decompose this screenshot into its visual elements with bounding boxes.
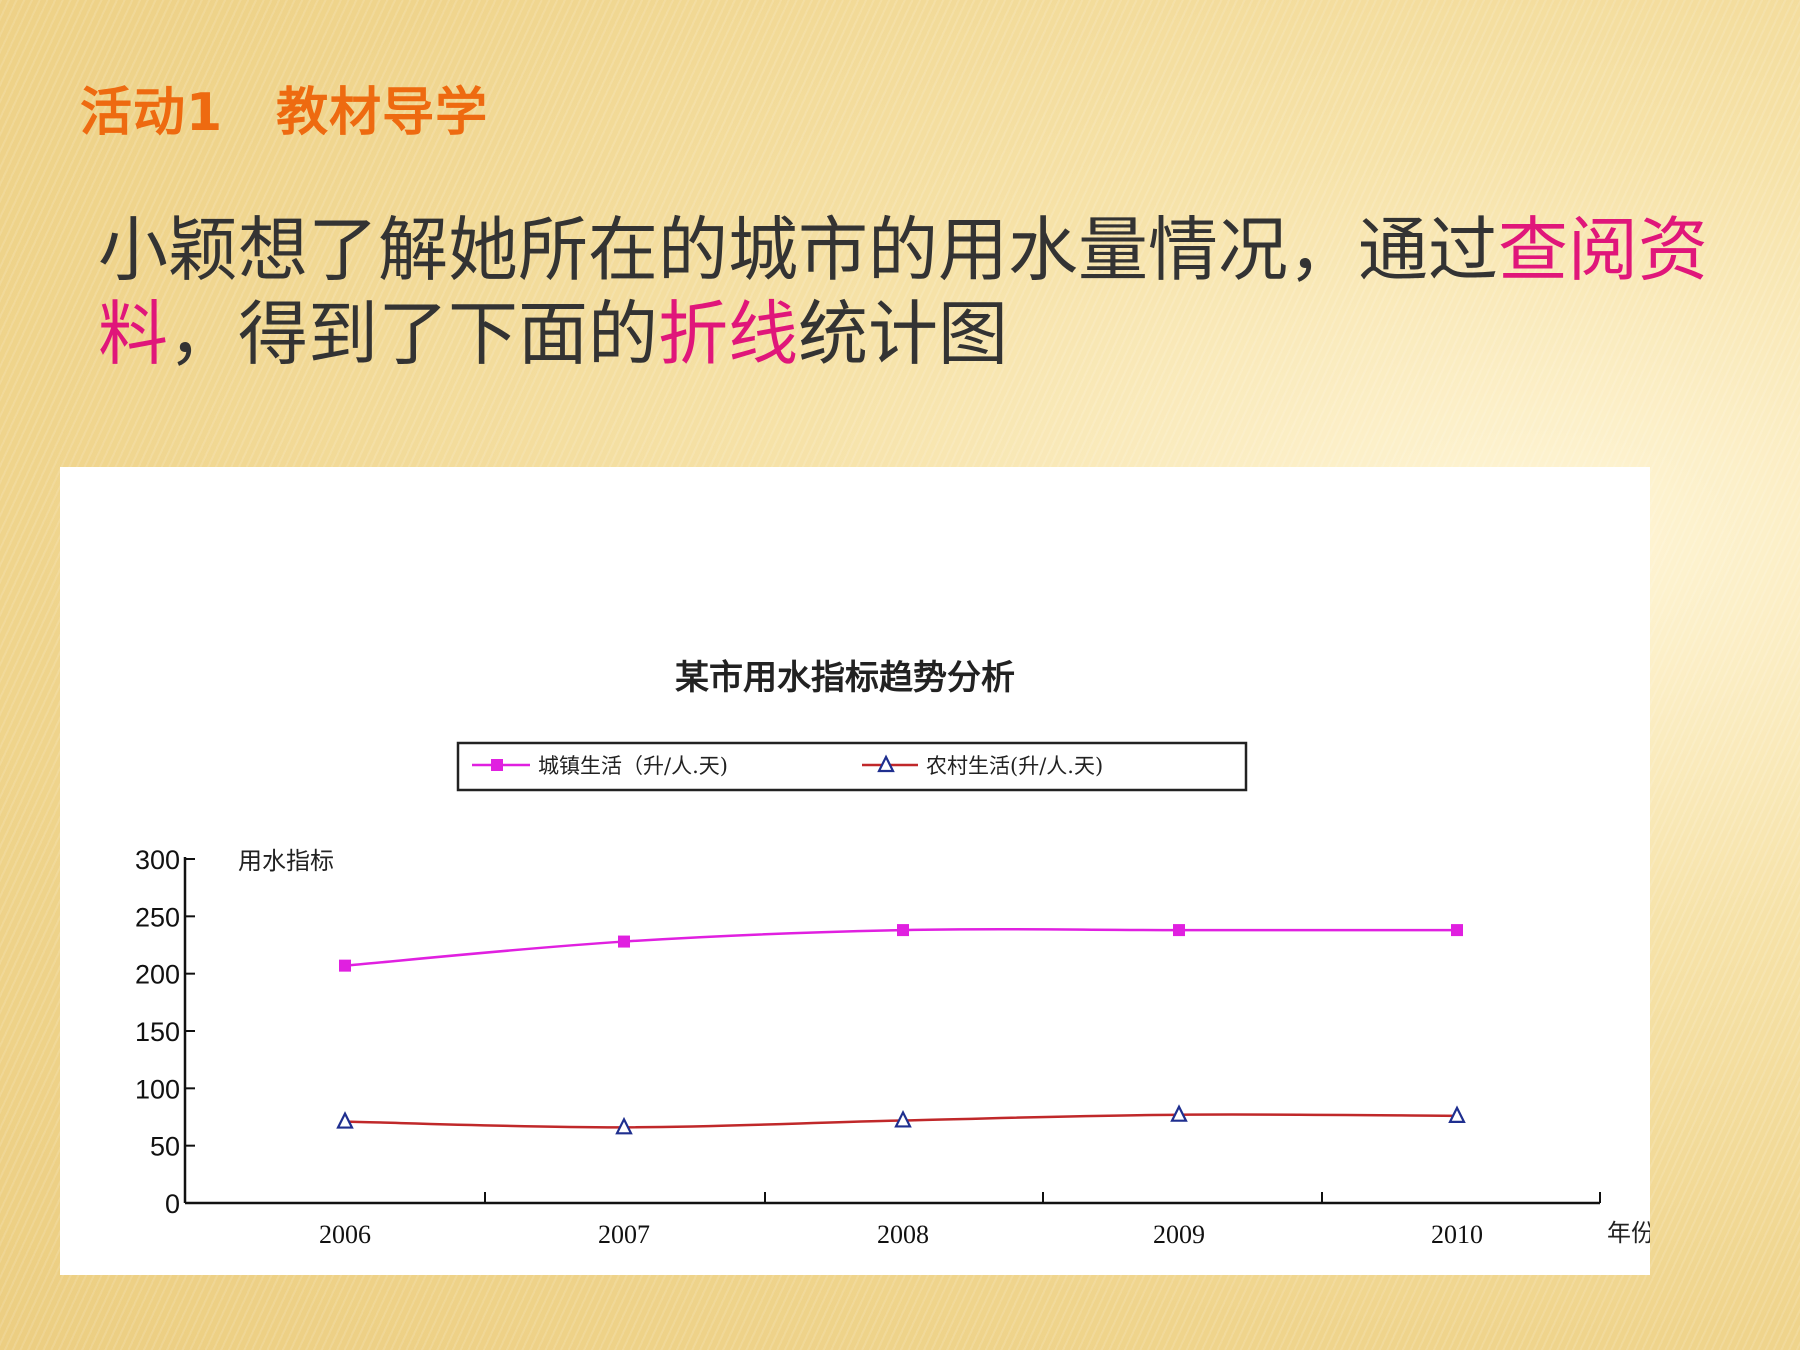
data-point-marker bbox=[894, 1109, 912, 1128]
x-tick-label: 2010 bbox=[1431, 1220, 1483, 1249]
intro-paragraph: 小颖想了解她所在的城市的用水量情况，通过查阅资料，得到了下面的折线统计图 bbox=[98, 208, 1738, 376]
slide-title: 活动1 教材导学 bbox=[80, 83, 489, 143]
y-tick-label: 0 bbox=[165, 1189, 180, 1219]
x-tick-label: 2009 bbox=[1153, 1220, 1205, 1249]
y-tick-label: 200 bbox=[135, 960, 180, 990]
chart-panel: 某市用水指标趋势分析 城镇生活（升/人.天) 农村生活(升/人.天) 0 50 100… bbox=[60, 467, 1650, 1275]
x-tick-label: 2007 bbox=[598, 1220, 650, 1249]
y-tick-label: 300 bbox=[135, 845, 180, 875]
data-point-marker bbox=[615, 1116, 633, 1135]
legend-label: 城镇生活（升/人.天) bbox=[538, 754, 728, 778]
intro-text: ，得到了下面的 bbox=[168, 293, 658, 375]
data-point-marker bbox=[336, 1111, 354, 1129]
data-point-marker bbox=[339, 959, 351, 972]
series-layer bbox=[336, 924, 1466, 1135]
chart-title: 某市用水指标趋势分析 bbox=[675, 658, 1015, 698]
data-point-marker bbox=[618, 935, 630, 948]
intro-text: 统计图 bbox=[798, 293, 1008, 375]
x-tick-label: 2006 bbox=[319, 1220, 371, 1249]
x-axis-title: 年份 bbox=[1607, 1219, 1650, 1247]
data-point-marker bbox=[1170, 1104, 1188, 1122]
y-tick-label: 250 bbox=[135, 902, 180, 932]
legend-label: 农村生活(升/人.天) bbox=[926, 754, 1103, 778]
data-point-marker bbox=[1173, 924, 1185, 937]
intro-highlight: 查阅资料 bbox=[98, 209, 1708, 375]
y-tick-label: 100 bbox=[135, 1074, 180, 1104]
legend-swatch-marker bbox=[491, 759, 503, 771]
y-axis-title: 用水指标 bbox=[238, 847, 334, 875]
y-tick-label: 50 bbox=[150, 1132, 180, 1162]
line-chart: 某市用水指标趋势分析 城镇生活（升/人.天) 农村生活(升/人.天) 0 50 100… bbox=[135, 658, 1650, 1249]
legend-box bbox=[456, 741, 1248, 792]
axes: 0 50 100 150 200 250 300 2006 2007 2008 2009 2010 用水… bbox=[135, 845, 1650, 1249]
intro-text: 小颖想了解她所在的城市的用水量情况，通过 bbox=[98, 209, 1498, 291]
data-point-marker bbox=[897, 924, 909, 937]
intro-highlight: 折线 bbox=[658, 293, 798, 375]
legend-swatch-marker bbox=[877, 754, 895, 773]
x-tick-label: 2008 bbox=[877, 1220, 929, 1249]
legend: 城镇生活（升/人.天) 农村生活(升/人.天) bbox=[456, 741, 1248, 792]
data-point-marker bbox=[1448, 1105, 1466, 1123]
data-point-marker bbox=[1451, 924, 1463, 937]
y-tick-label: 150 bbox=[135, 1017, 180, 1047]
